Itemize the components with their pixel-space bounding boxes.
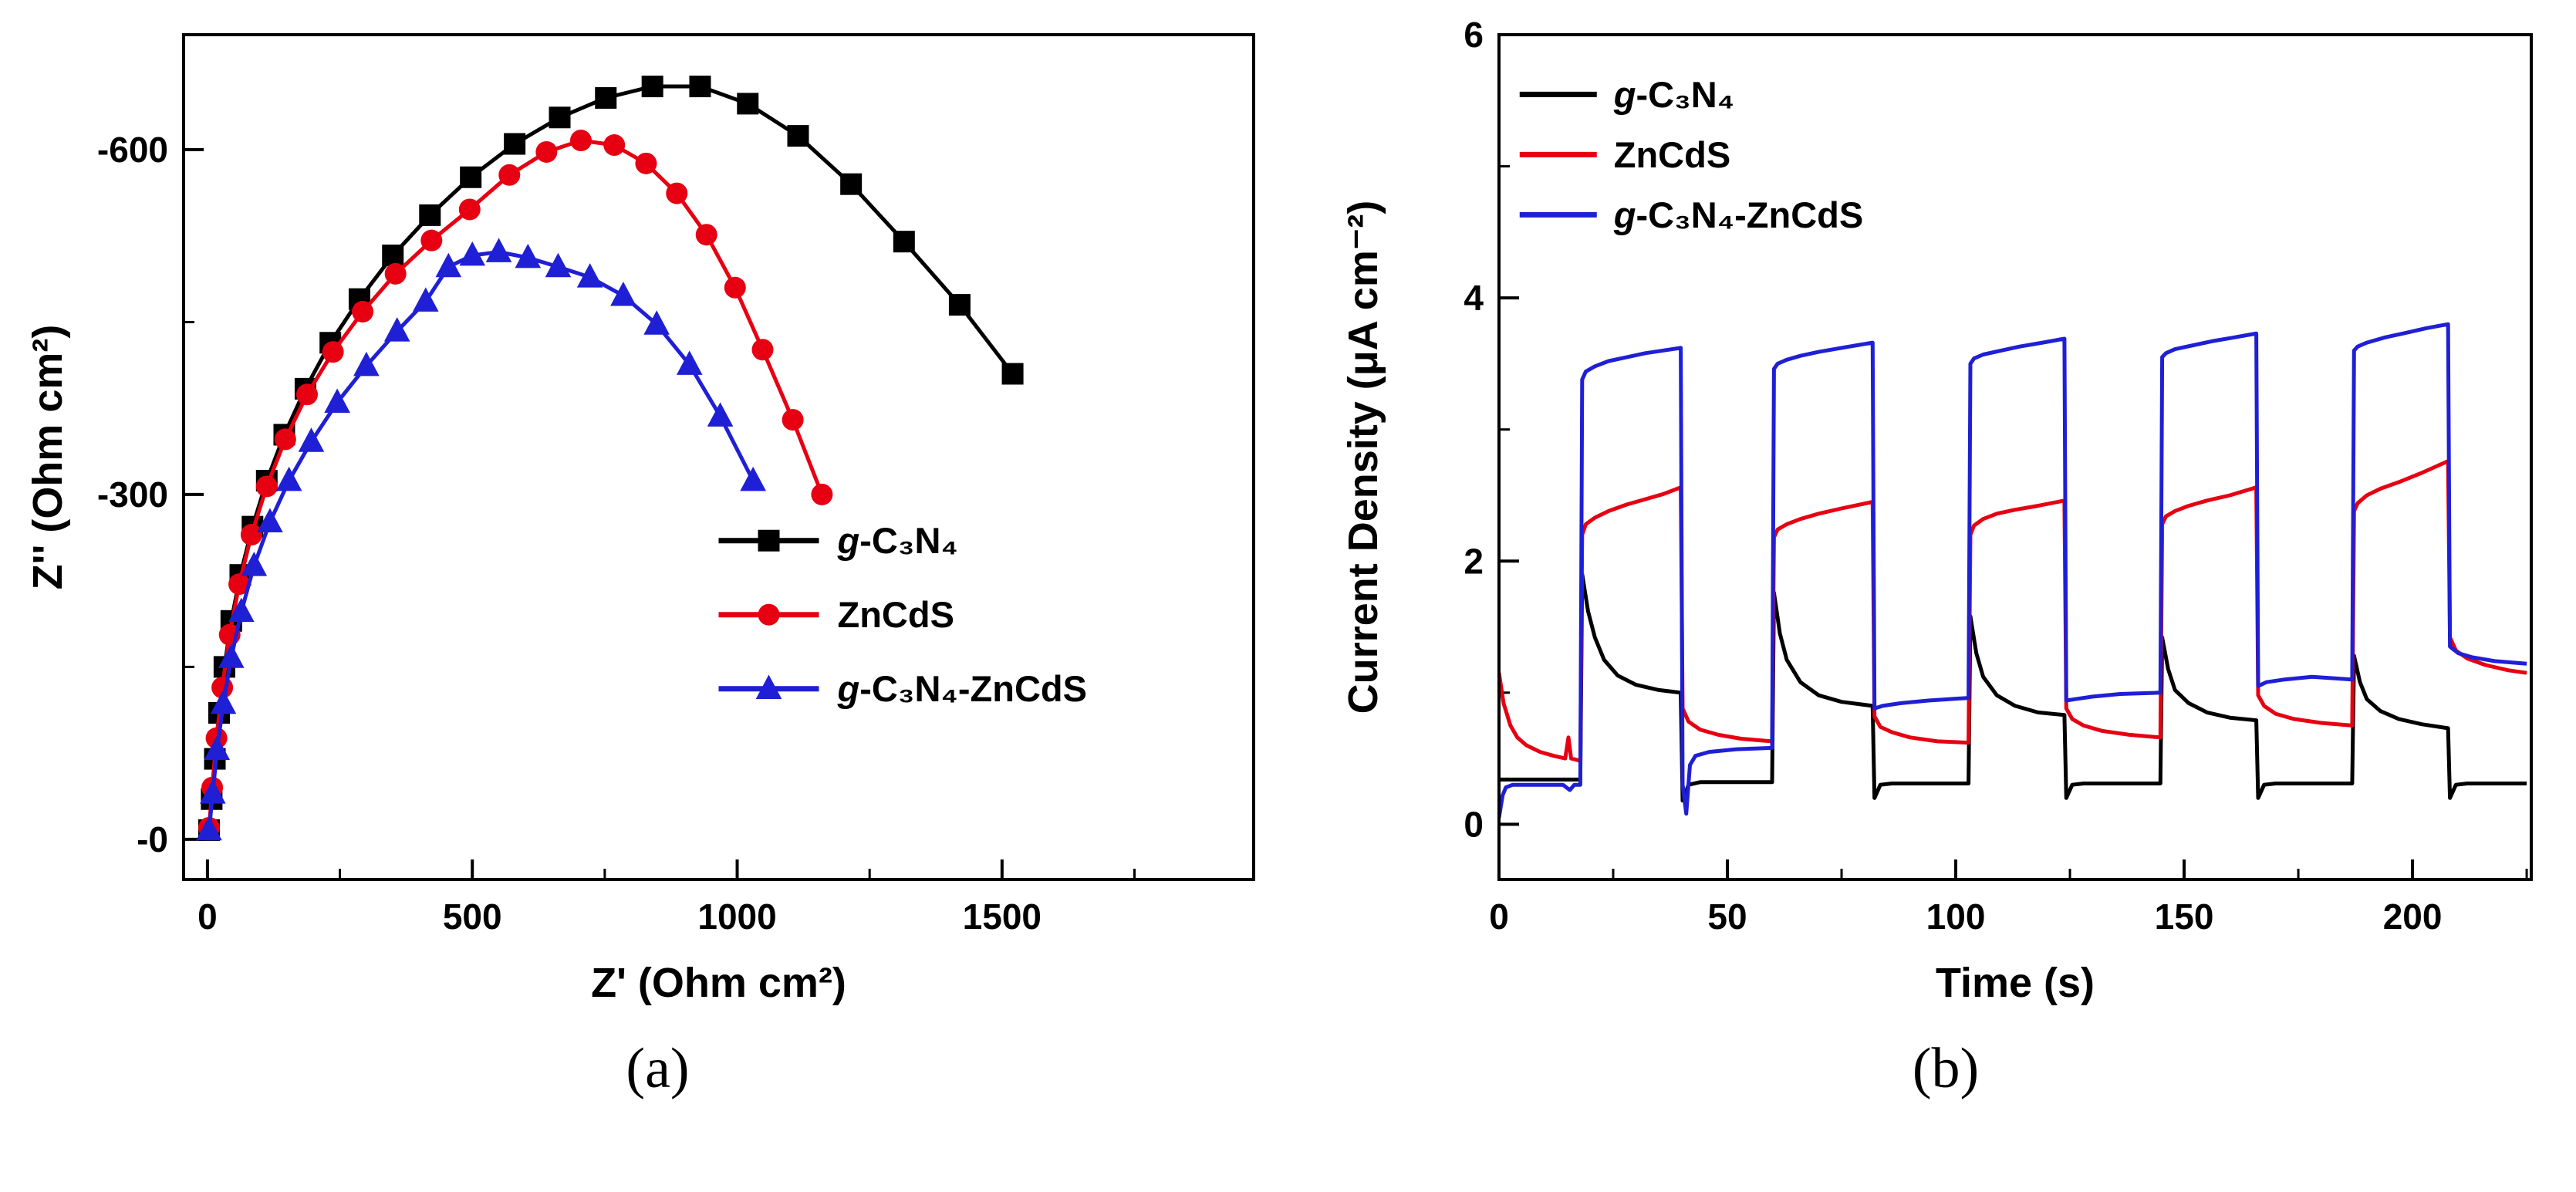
- svg-text:1500: 1500: [963, 897, 1042, 937]
- svg-text:g-C₃N₄-ZnCdS: g-C₃N₄-ZnCdS: [1613, 194, 1863, 235]
- svg-text:ZnCdS: ZnCdS: [1614, 134, 1730, 175]
- svg-text:Current Density (μA cm⁻²): Current Density (μA cm⁻²): [1340, 201, 1386, 714]
- svg-text:-300: -300: [97, 474, 168, 515]
- svg-text:Z'' (Ohm cm²): Z'' (Ohm cm²): [25, 325, 71, 590]
- svg-text:200: 200: [2383, 897, 2443, 937]
- svg-text:6: 6: [1464, 15, 1484, 55]
- svg-text:0: 0: [198, 897, 218, 937]
- nyquist-chart-svg: 0 500 1000 1500 -0 -300 -600 Z' (Ohm cm²) Z'' (O…: [25, 33, 1255, 1006]
- svg-text:150: 150: [2155, 897, 2214, 937]
- svg-text:g-C₃N₄-ZnCdS: g-C₃N₄-ZnCdS: [837, 668, 1087, 709]
- svg-text:-600: -600: [97, 130, 168, 170]
- svg-text:0: 0: [1464, 804, 1484, 844]
- svg-text:g-C₃N₄: g-C₃N₄: [837, 520, 958, 561]
- svg-text:-0: -0: [137, 819, 168, 859]
- svg-text:Z' (Ohm cm²): Z' (Ohm cm²): [591, 960, 846, 1006]
- panel-b-label: (b): [1912, 1037, 1980, 1100]
- nyquist-chart: 0 500 1000 1500 -0 -300 -600 Z' (Ohm cm²) Z'' (O…: [0, 0, 1315, 1026]
- svg-text:50: 50: [1707, 897, 1747, 937]
- svg-text:ZnCdS: ZnCdS: [838, 594, 954, 635]
- panel-a: 0 500 1000 1500 -0 -300 -600 Z' (Ohm cm²) Z'' (O…: [0, 0, 1315, 1100]
- svg-text:1000: 1000: [697, 897, 776, 937]
- panel-a-label: (a): [626, 1037, 690, 1100]
- svg-text:100: 100: [1926, 897, 1986, 937]
- svg-text:2: 2: [1464, 541, 1484, 581]
- photocurrent-chart: 0 50 100 150 200 0 2 4 6 Time (s) Current Density …: [1315, 0, 2576, 1026]
- svg-text:Time (s): Time (s): [1936, 960, 2095, 1006]
- svg-text:0: 0: [1489, 897, 1509, 937]
- svg-text:g-C₃N₄: g-C₃N₄: [1613, 74, 1734, 115]
- svg-text:4: 4: [1464, 278, 1484, 318]
- panel-b: 0 50 100 150 200 0 2 4 6 Time (s) Current Density …: [1315, 0, 2576, 1192]
- photocurrent-chart-svg: 0 50 100 150 200 0 2 4 6 Time (s) Current Density …: [1340, 15, 2533, 1006]
- svg-text:500: 500: [443, 897, 502, 937]
